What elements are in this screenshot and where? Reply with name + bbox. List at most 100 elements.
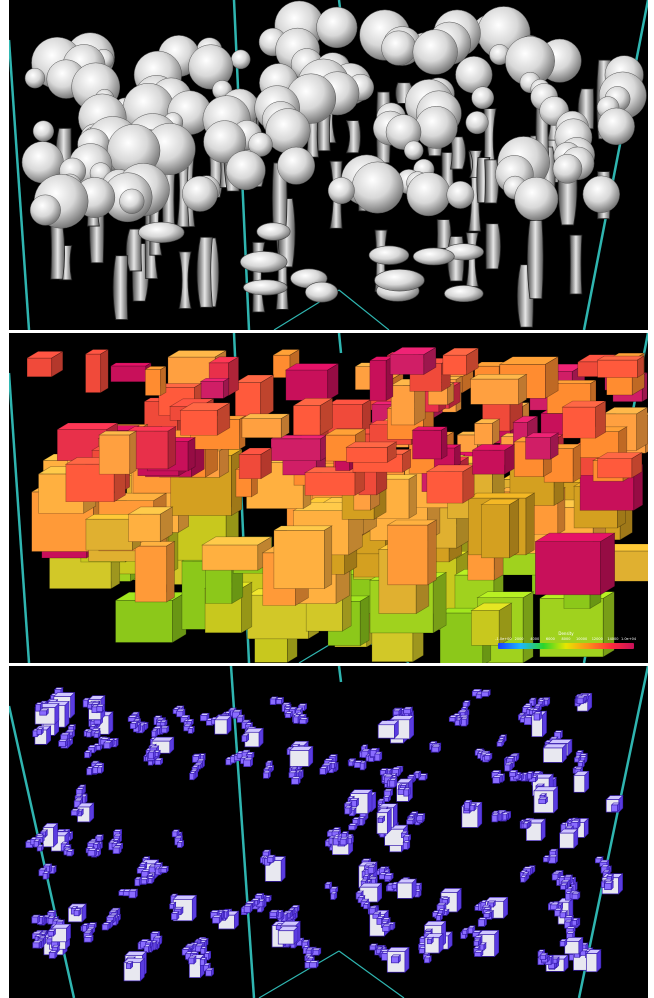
voxel-cube bbox=[382, 794, 392, 803]
amr-block-face bbox=[100, 349, 109, 394]
iso-stem bbox=[526, 220, 544, 299]
iso-bubble bbox=[248, 132, 273, 157]
amr-block bbox=[98, 430, 138, 475]
voxel-cube bbox=[73, 907, 82, 917]
voxel-cube bbox=[39, 708, 50, 716]
voxel-cube bbox=[526, 770, 534, 780]
colorbar-tick: 2000 bbox=[514, 637, 524, 641]
colorbar-ticks: -1.0e+00 2000 4000 6000 8000 10000 12000 14000 1… bbox=[495, 637, 636, 642]
voxel-cube bbox=[83, 934, 94, 943]
voxel-cube bbox=[289, 745, 314, 768]
amr-block-face bbox=[504, 443, 515, 475]
iso-stem bbox=[345, 120, 361, 154]
amr-block bbox=[144, 365, 168, 397]
iso-bubble bbox=[471, 86, 494, 110]
amr-block bbox=[534, 532, 616, 596]
amr-block-face bbox=[525, 437, 551, 460]
amr-block bbox=[269, 434, 328, 462]
iso-bubble bbox=[182, 175, 218, 212]
voxel-cube bbox=[75, 786, 85, 796]
amr-block-face bbox=[85, 353, 102, 393]
voxel-cube bbox=[36, 844, 45, 852]
voxel-cube bbox=[483, 752, 493, 761]
colorbar-tick: 6000 bbox=[545, 637, 555, 641]
amr-block-face bbox=[293, 405, 321, 436]
voxel-cube bbox=[292, 714, 301, 725]
amr-block bbox=[561, 400, 607, 439]
amr-block-face bbox=[216, 402, 231, 436]
amr-block bbox=[389, 346, 438, 375]
voxel-cube bbox=[558, 828, 579, 849]
amr-block-face bbox=[389, 354, 425, 375]
voxel-cube bbox=[359, 882, 383, 903]
amr-block-face bbox=[369, 360, 387, 401]
voxel-cube bbox=[503, 762, 513, 772]
voxel-cube bbox=[154, 757, 164, 766]
amr-block bbox=[480, 498, 520, 559]
voxel-cube bbox=[324, 881, 333, 890]
amr-block-face bbox=[234, 382, 262, 419]
voxel-cube bbox=[379, 767, 389, 776]
amr-block bbox=[345, 441, 398, 463]
iso-stem bbox=[569, 234, 583, 295]
voxel-cube bbox=[377, 815, 386, 824]
iso-bubble bbox=[316, 6, 358, 49]
isosurface-viewport bbox=[9, 0, 648, 330]
voxel-cube bbox=[384, 872, 394, 881]
voxel-cube bbox=[42, 870, 50, 880]
amr-block-face bbox=[129, 430, 137, 475]
voxel-cube bbox=[483, 910, 492, 919]
amr-block-face bbox=[597, 458, 633, 479]
voxel-cube bbox=[610, 802, 621, 813]
amr-block-face bbox=[85, 518, 133, 551]
amr-block-face bbox=[432, 571, 447, 634]
amr-block bbox=[284, 363, 340, 401]
amr-block-face bbox=[462, 464, 475, 504]
amr-block-face bbox=[562, 406, 596, 439]
amr-block-face bbox=[637, 355, 645, 379]
voxel-cube bbox=[211, 914, 222, 924]
voxel-cube bbox=[559, 938, 568, 948]
amr-block-face bbox=[110, 365, 147, 383]
voxel-cube bbox=[477, 916, 488, 928]
voxel-cube bbox=[508, 769, 519, 778]
voxel-cube bbox=[269, 909, 280, 918]
voxel-cube bbox=[403, 787, 412, 797]
voxel-cube bbox=[356, 815, 366, 827]
voxel-cube bbox=[66, 848, 75, 857]
density-colorbar: Density -1.0e+00 2000 4000 6000 8000 10000 120… bbox=[495, 631, 636, 653]
voxel-cube bbox=[367, 864, 377, 875]
iso-bubble bbox=[403, 140, 424, 161]
amr-block bbox=[234, 374, 275, 420]
voxel-cube bbox=[311, 947, 322, 956]
amr-block-face bbox=[115, 600, 173, 643]
iso-bubble bbox=[412, 29, 458, 75]
voxel-cube bbox=[70, 808, 80, 817]
voxel-cube bbox=[469, 802, 477, 812]
voxel-cube bbox=[199, 956, 208, 967]
amr-block-face bbox=[469, 373, 528, 380]
amr-block-face bbox=[260, 374, 274, 420]
voxel-cube bbox=[479, 942, 487, 951]
amr-block bbox=[469, 373, 528, 405]
amr-block-face bbox=[359, 595, 370, 647]
amr-block-face bbox=[470, 378, 519, 405]
amr-block bbox=[425, 464, 476, 504]
voxel-cube bbox=[48, 949, 58, 960]
voxel-cube bbox=[176, 839, 185, 849]
voxel-cube bbox=[564, 936, 584, 955]
voxel-cube bbox=[277, 926, 299, 945]
amr-block-face bbox=[319, 397, 333, 436]
voxel-cube bbox=[171, 829, 180, 838]
voxel-cube bbox=[288, 770, 298, 779]
iso-cap bbox=[368, 245, 410, 265]
amr-block-face bbox=[602, 591, 615, 658]
amr-block-face bbox=[145, 369, 162, 396]
voxel-cube bbox=[539, 952, 549, 961]
amr-block bbox=[524, 432, 560, 460]
voxel-cube bbox=[308, 959, 320, 969]
amr-block-face bbox=[159, 506, 173, 543]
amr-block bbox=[470, 602, 513, 646]
voxel-cube bbox=[125, 961, 134, 970]
amr-block-face bbox=[327, 363, 339, 401]
